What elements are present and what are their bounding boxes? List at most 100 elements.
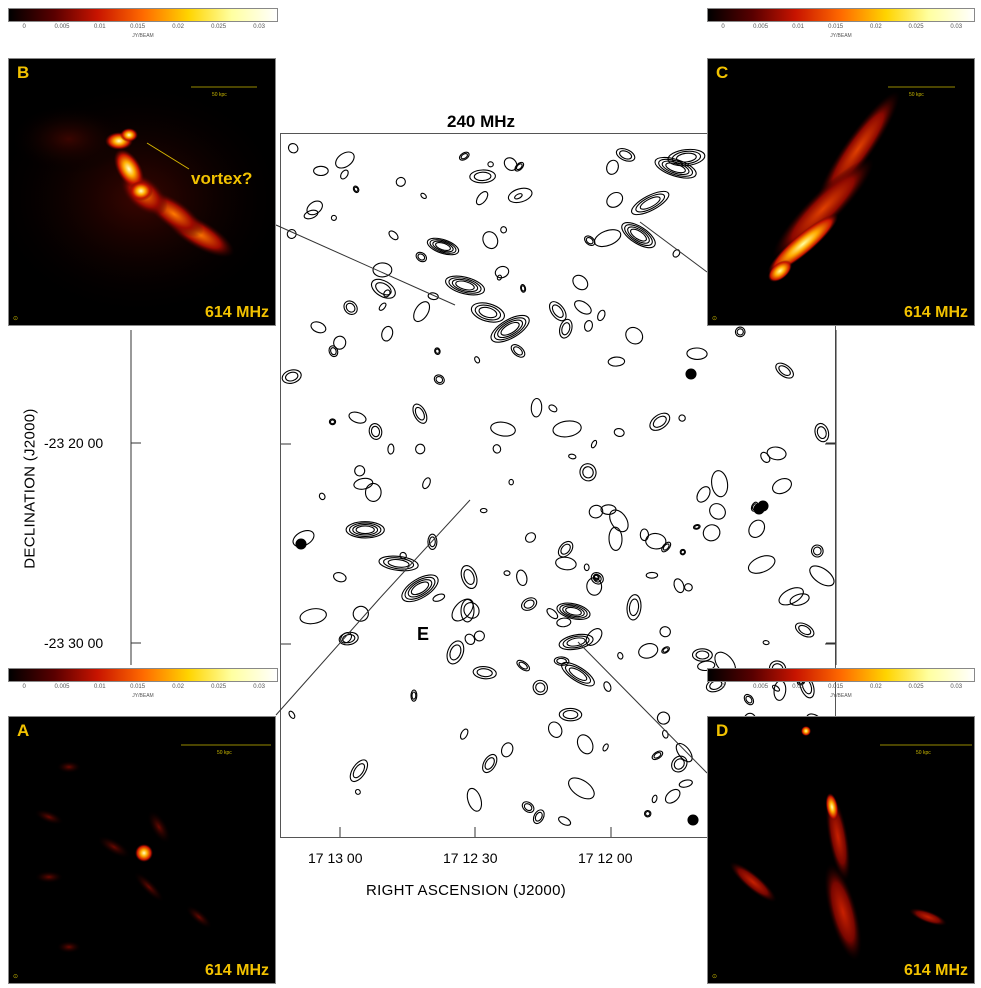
- contour-ring: [513, 346, 523, 356]
- contour-ring: [378, 302, 387, 311]
- contour-ring: [553, 656, 570, 666]
- contour-ring: [299, 608, 327, 625]
- contour-ring: [427, 292, 439, 301]
- contour-ring: [766, 446, 787, 461]
- contour-ring: [639, 196, 661, 210]
- contour-ring: [566, 637, 586, 647]
- contour-ring: [678, 779, 693, 788]
- contour-ring: [695, 650, 710, 660]
- contour-ring: [281, 369, 302, 384]
- contour-ring: [329, 419, 336, 425]
- contour-ring: [330, 347, 337, 356]
- contour-ring: [551, 304, 564, 318]
- panel-a-letter: A: [17, 721, 30, 740]
- panel-b-scale: 50 kpc: [212, 92, 227, 98]
- contour-ring: [521, 801, 535, 814]
- contour-ring: [503, 157, 518, 171]
- contour-ring: [515, 163, 523, 171]
- x-tick-label: 17 12 30: [443, 850, 498, 866]
- contour-ring: [619, 150, 633, 160]
- contour-ring: [313, 165, 329, 177]
- contour-ring: [653, 751, 662, 759]
- contour-ring: [303, 209, 319, 220]
- contour-ring: [470, 302, 505, 323]
- contour-ring: [590, 439, 598, 449]
- contour-ring: [414, 406, 425, 421]
- contour-ring: [328, 345, 339, 358]
- contour-ring: [411, 691, 417, 700]
- contour-ring: [428, 536, 436, 548]
- contour-ring: [479, 507, 488, 514]
- contour-ring: [665, 162, 686, 174]
- contour-ring: [556, 657, 567, 665]
- contour-ring: [607, 356, 626, 367]
- contour-ring: [583, 320, 594, 332]
- contour-ring: [532, 809, 545, 825]
- contour-ring: [673, 578, 685, 594]
- contour-ring: [476, 668, 493, 678]
- contour-ring: [662, 729, 669, 739]
- y-axis-label: DECLINATION (J2000): [21, 408, 39, 569]
- contour-ring: [613, 427, 625, 438]
- contour-ring: [810, 544, 824, 558]
- colorbar-d-unit: JY/BEAM: [830, 693, 852, 699]
- contour-ring: [671, 150, 702, 165]
- contour-ring: [606, 159, 619, 175]
- contour-ring: [645, 571, 659, 579]
- contour-ring: [530, 397, 543, 418]
- colorbar-c-unit: JY/BEAM: [830, 33, 852, 39]
- contour-ring: [658, 158, 694, 177]
- panel-d-scale: 50 kpc: [916, 750, 931, 756]
- contour-ring: [432, 593, 446, 602]
- contour-ring: [493, 317, 527, 341]
- contour-ring: [422, 477, 431, 490]
- contour-ring: [310, 321, 327, 334]
- contour-ring: [388, 230, 399, 241]
- contour-ring: [500, 742, 514, 758]
- contour-ring: [368, 423, 383, 440]
- contour-ring: [458, 151, 470, 161]
- contour-ring: [464, 633, 476, 645]
- contour-ring: [579, 463, 597, 482]
- contour-ring: [552, 420, 582, 438]
- contour-ring: [287, 142, 299, 154]
- contour-ring: [694, 524, 700, 529]
- contour-ring: [490, 314, 530, 343]
- contour-ring: [584, 235, 596, 247]
- colorbar-a-ticks: 0 0.005 0.01 0.015 0.02 0.025 0.03: [22, 684, 265, 690]
- colorbar-c: [707, 8, 975, 22]
- contour-ring: [474, 304, 502, 321]
- panel-a-frequency: 614 MHz: [204, 962, 269, 979]
- contour-ring: [593, 229, 622, 248]
- contour-ring: [292, 529, 315, 548]
- contour-ring: [778, 587, 804, 606]
- contour-ring: [597, 309, 606, 322]
- contour-ring: [507, 187, 533, 204]
- panel-d-frequency: 614 MHz: [903, 962, 968, 979]
- contour-ring: [523, 803, 533, 812]
- contour-ring: [514, 161, 525, 172]
- colorbar-b: [8, 8, 278, 22]
- contour-ring: [286, 228, 297, 240]
- contour-ring: [680, 549, 686, 555]
- contour-ring: [364, 482, 382, 502]
- contour-ring: [345, 521, 385, 539]
- contour-ring: [500, 226, 508, 234]
- contour-ring: [625, 326, 644, 345]
- contour-ring: [455, 280, 475, 291]
- contour-ring: [352, 763, 366, 779]
- contour-ring: [816, 426, 827, 440]
- contour-ring: [812, 546, 822, 556]
- contour-ring: [760, 451, 771, 463]
- contour-ring: [798, 624, 812, 636]
- colorbar-b-ticks: 0 0.005 0.01 0.015 0.02 0.025 0.03: [22, 24, 265, 30]
- contour-ring: [353, 186, 359, 192]
- contour-ring: [661, 541, 672, 553]
- contour-ring: [472, 666, 497, 680]
- contour-ring: [617, 652, 624, 660]
- contour-ring: [654, 156, 697, 179]
- panel-a-beam: ⊙: [13, 974, 19, 980]
- contour-ring: [696, 486, 711, 503]
- contour-ring: [546, 608, 559, 620]
- contour-ring: [333, 335, 347, 350]
